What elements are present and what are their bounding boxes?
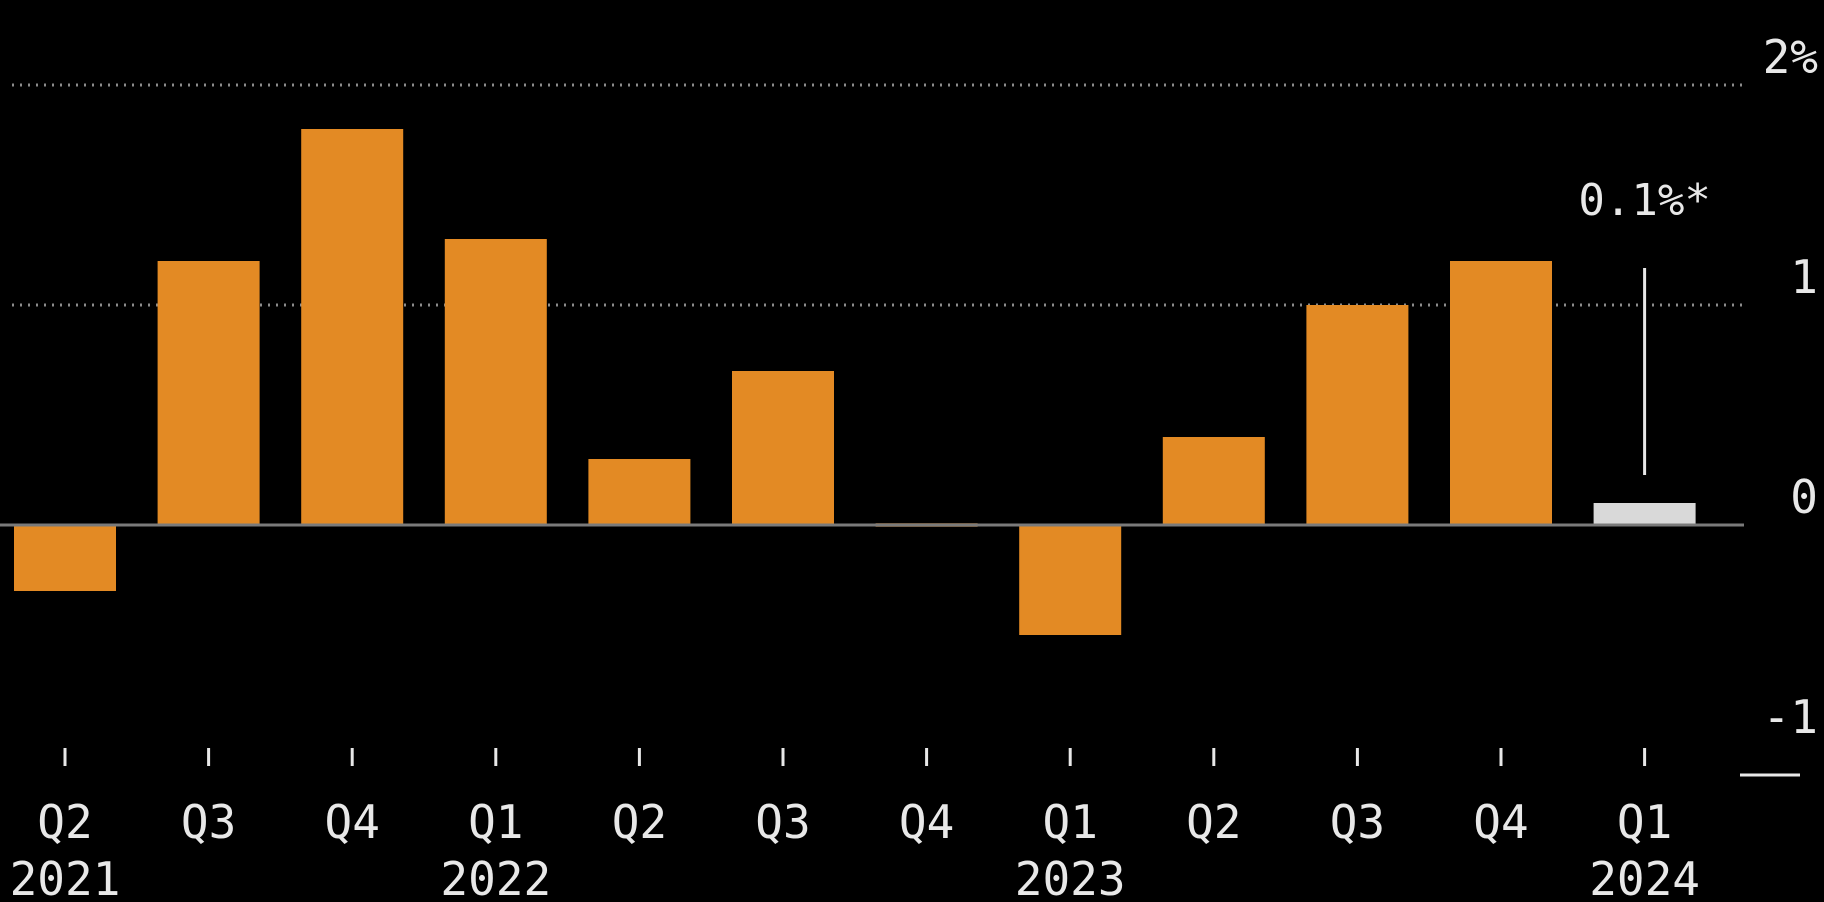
x-category-label: Q1 — [468, 795, 523, 849]
y-tick-label: 2% — [1763, 30, 1818, 84]
bar-estimate — [1593, 503, 1696, 525]
x-category-label: Q3 — [181, 795, 236, 849]
x-category-label: Q4 — [325, 795, 380, 849]
y-tick-label: -1 — [1763, 690, 1818, 744]
x-category-label: Q1 — [1043, 795, 1098, 849]
bar — [588, 459, 691, 525]
bar — [1450, 261, 1552, 525]
bar — [444, 239, 547, 525]
x-category-label: Q4 — [899, 795, 954, 849]
grid-layer — [12, 83, 1744, 307]
x-year-label: 2023 — [1015, 852, 1126, 902]
y-tick-label: 0 — [1790, 470, 1818, 524]
bar — [14, 525, 116, 591]
x-year-label: 2021 — [10, 852, 121, 902]
bar — [1162, 437, 1265, 525]
bar — [157, 261, 260, 525]
x-category-label: Q4 — [1473, 795, 1528, 849]
x-category-label: Q2 — [1186, 795, 1241, 849]
x-category-label: Q3 — [1330, 795, 1385, 849]
bar-layer — [14, 129, 1696, 635]
x-category-label: Q3 — [755, 795, 810, 849]
x-category-label: Q2 — [612, 795, 667, 849]
bar — [1019, 525, 1122, 635]
axis-layer — [0, 523, 1800, 777]
bar — [1306, 305, 1409, 525]
x-category-label: Q1 — [1617, 795, 1672, 849]
x-year-label: 2022 — [440, 852, 551, 902]
bar — [732, 371, 834, 525]
y-tick-label: 1 — [1790, 250, 1818, 304]
x-year-label: 2024 — [1589, 852, 1700, 902]
bar — [301, 129, 404, 525]
annotation-label: 0.1%* — [1578, 175, 1710, 226]
x-category-label: Q2 — [37, 795, 92, 849]
